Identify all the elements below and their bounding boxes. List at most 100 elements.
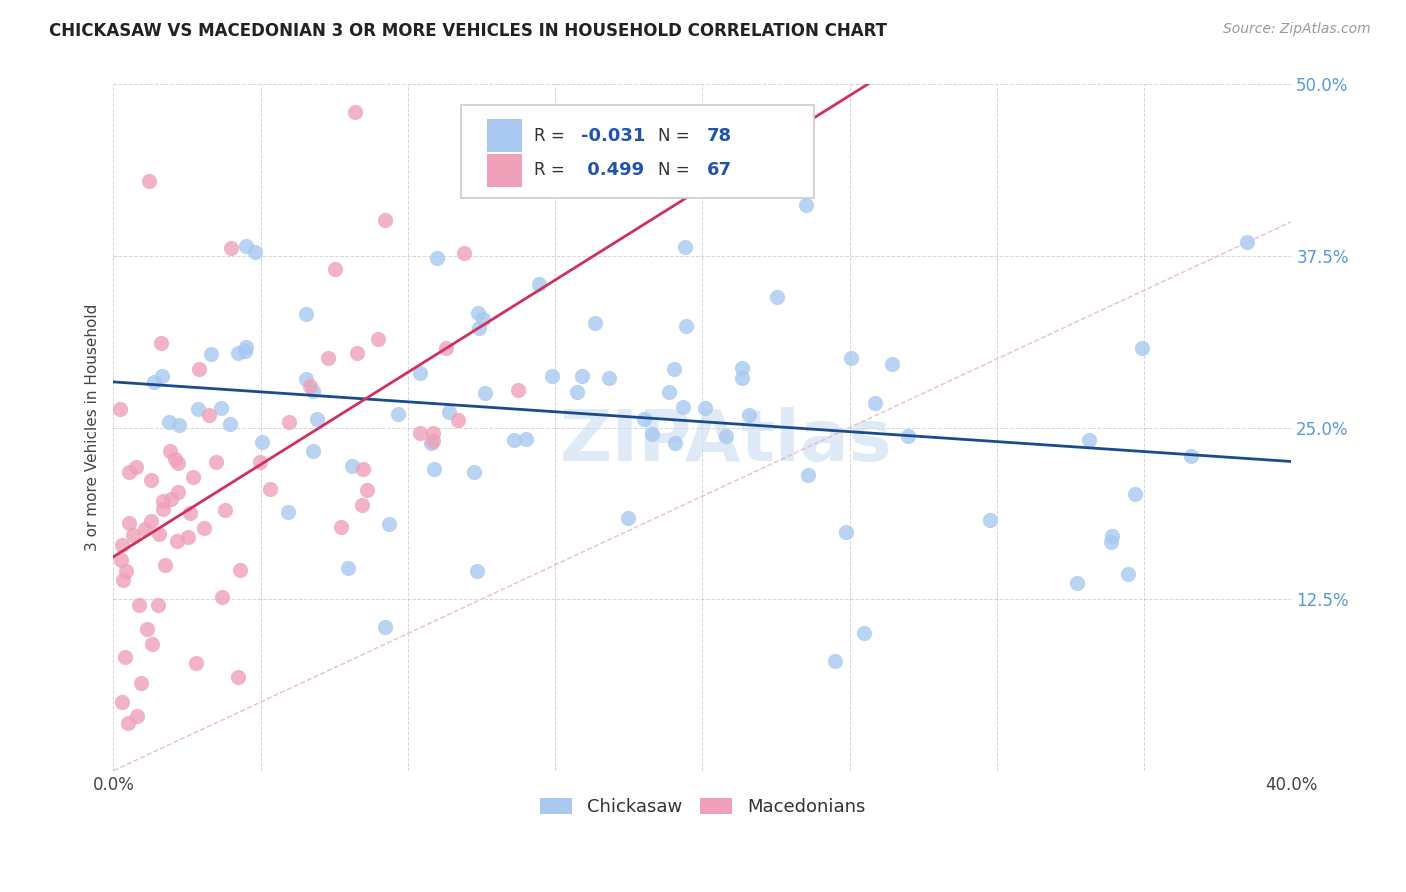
Text: N =: N =: [658, 161, 695, 179]
Point: [235, 340, 257, 354]
Point: [662, 362, 685, 376]
Point: [138, 173, 160, 187]
Point: [508, 384, 530, 398]
Point: [502, 434, 524, 448]
Point: [378, 517, 401, 532]
Point: [187, 362, 209, 376]
Point: [853, 626, 876, 640]
Point: [422, 434, 444, 448]
Point: [1236, 235, 1258, 250]
Point: [422, 425, 444, 440]
Text: R =: R =: [534, 127, 569, 145]
Point: [118, 516, 141, 531]
Point: [159, 444, 181, 458]
Point: [342, 458, 364, 473]
Point: [863, 396, 886, 410]
Point: [141, 473, 163, 487]
Point: [467, 565, 489, 579]
Point: [302, 443, 325, 458]
Point: [318, 351, 340, 365]
Point: [571, 369, 593, 384]
Point: [527, 277, 550, 291]
Point: [356, 483, 378, 498]
Point: [108, 401, 131, 416]
Point: [633, 412, 655, 426]
Point: [434, 341, 457, 355]
Point: [125, 708, 148, 723]
Point: [352, 461, 374, 475]
Point: [134, 522, 156, 536]
Point: [159, 491, 181, 506]
Point: [350, 499, 373, 513]
Point: [468, 321, 491, 335]
Point: [467, 306, 489, 320]
Point: [839, 351, 862, 365]
Point: [150, 335, 173, 350]
Point: [419, 436, 441, 450]
Text: R =: R =: [534, 161, 569, 179]
Point: [1116, 566, 1139, 581]
Text: Source: ZipAtlas.com: Source: ZipAtlas.com: [1223, 22, 1371, 37]
Point: [219, 242, 242, 256]
Point: [471, 312, 494, 326]
Point: [211, 590, 233, 604]
Text: N =: N =: [658, 127, 695, 145]
Point: [118, 465, 141, 479]
Point: [228, 346, 250, 360]
Point: [824, 654, 846, 668]
Point: [425, 251, 447, 265]
Point: [374, 213, 396, 227]
Point: [187, 401, 209, 416]
Point: [437, 405, 460, 419]
Point: [228, 671, 250, 685]
Point: [277, 505, 299, 519]
Point: [124, 459, 146, 474]
Text: -0.031: -0.031: [581, 127, 645, 145]
Point: [128, 598, 150, 612]
Point: [295, 307, 318, 321]
Point: [1101, 529, 1123, 543]
Point: [179, 506, 201, 520]
Point: [111, 695, 134, 709]
Point: [250, 434, 273, 449]
Point: [259, 482, 281, 496]
Point: [1123, 487, 1146, 501]
Point: [111, 538, 134, 552]
Text: 78: 78: [707, 127, 733, 145]
Point: [219, 417, 242, 432]
Point: [897, 428, 920, 442]
Point: [205, 455, 228, 469]
Point: [673, 240, 696, 254]
Point: [1077, 433, 1099, 447]
Point: [163, 452, 186, 467]
Point: [233, 343, 256, 358]
Point: [796, 468, 818, 483]
Point: [641, 427, 664, 442]
Point: [169, 418, 191, 433]
Point: [346, 346, 368, 360]
Point: [447, 412, 470, 426]
Point: [235, 238, 257, 252]
Point: [214, 502, 236, 516]
Point: [152, 494, 174, 508]
Point: [463, 465, 485, 479]
Point: [141, 637, 163, 651]
Point: [387, 407, 409, 421]
Point: [181, 470, 204, 484]
Point: [114, 564, 136, 578]
Point: [148, 598, 170, 612]
Point: [730, 370, 752, 384]
Point: [664, 435, 686, 450]
Point: [323, 261, 346, 276]
Point: [209, 401, 232, 415]
Point: [153, 558, 176, 572]
Point: [598, 370, 620, 384]
Point: [409, 366, 432, 380]
Point: [295, 372, 318, 386]
Point: [157, 415, 180, 429]
Point: [541, 369, 564, 384]
Point: [166, 533, 188, 548]
Point: [408, 425, 430, 440]
Point: [453, 245, 475, 260]
Point: [880, 357, 903, 371]
